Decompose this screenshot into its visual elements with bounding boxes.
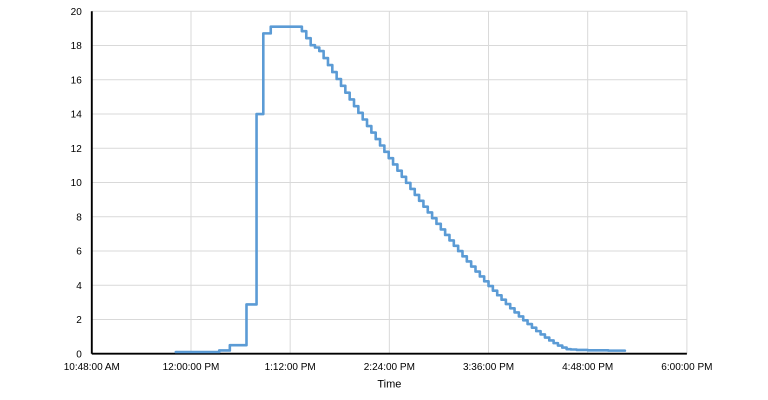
svg-text:0: 0	[76, 349, 82, 360]
svg-text:10:48:00 AM: 10:48:00 AM	[64, 362, 120, 373]
svg-text:4:48:00 PM: 4:48:00 PM	[562, 362, 613, 373]
svg-text:8: 8	[76, 212, 82, 223]
svg-text:18: 18	[71, 41, 83, 52]
svg-text:2: 2	[76, 315, 82, 326]
svg-text:4: 4	[76, 281, 82, 292]
svg-text:2:24:00 PM: 2:24:00 PM	[364, 362, 415, 373]
svg-text:6: 6	[76, 247, 82, 258]
svg-text:3:36:00 PM: 3:36:00 PM	[463, 362, 514, 373]
svg-text:12: 12	[71, 144, 83, 155]
svg-text:16: 16	[71, 75, 83, 86]
svg-text:14: 14	[71, 110, 83, 121]
svg-text:6:00:00 PM: 6:00:00 PM	[661, 362, 712, 373]
svg-text:10: 10	[71, 178, 83, 189]
svg-text:20: 20	[71, 7, 83, 18]
svg-text:Time: Time	[377, 379, 401, 391]
svg-text:12:00:00 PM: 12:00:00 PM	[163, 362, 220, 373]
svg-text:1:12:00 PM: 1:12:00 PM	[265, 362, 316, 373]
